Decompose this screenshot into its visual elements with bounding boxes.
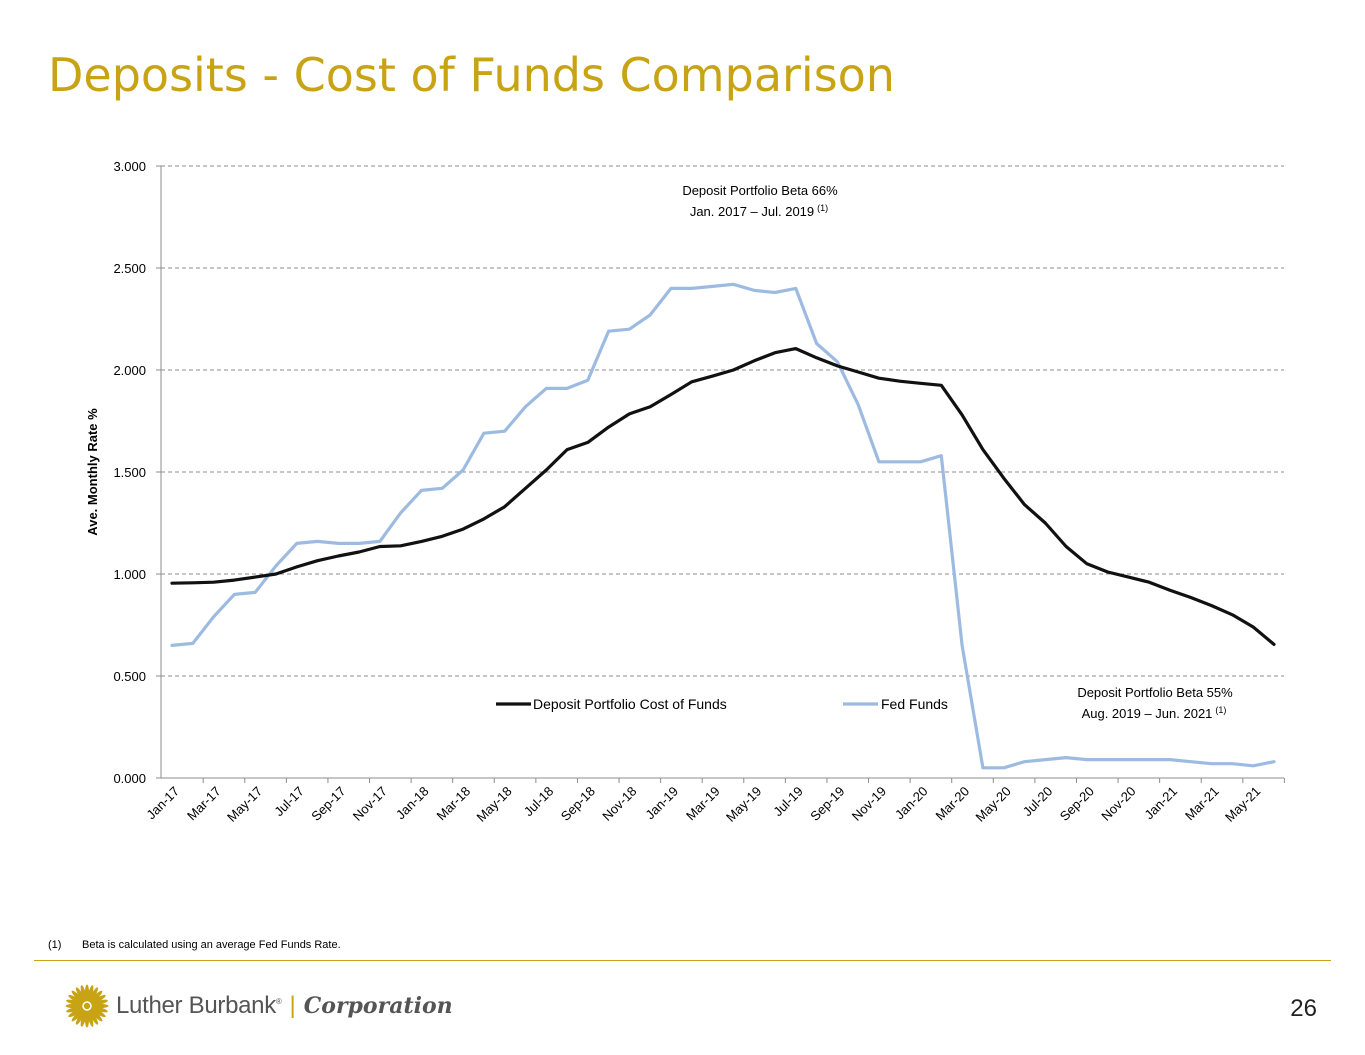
- page-number: 26: [1290, 995, 1317, 1022]
- x-tick-label: Jul-17: [271, 784, 307, 820]
- x-tick-label: May-17: [224, 784, 265, 825]
- logo-corporation: Corporation: [303, 993, 453, 1019]
- x-tick-label: Jul-20: [1020, 784, 1056, 820]
- footnote: (1) Beta is calculated using an average F…: [48, 939, 341, 951]
- series-lines: [170, 282, 1276, 770]
- y-tick-labels: 0.000 0.500 1.000 1.500 2.000 2.500 3.000: [113, 159, 146, 786]
- y-tick-label: 2.000: [113, 363, 146, 378]
- legend: Deposit Portfolio Cost of Funds Fed Funds: [496, 696, 948, 712]
- x-tick-label: Sep-17: [308, 784, 348, 824]
- x-tick-label: Jan-21: [1141, 784, 1180, 823]
- sunburst-petal: [87, 1010, 94, 1027]
- sunburst-petal: [75, 987, 86, 1003]
- y-tick-label: 0.000: [113, 771, 146, 786]
- x-tick-label: Jul-18: [521, 784, 557, 820]
- sunburst-petal: [71, 990, 84, 1003]
- sunburst-petal: [91, 1006, 108, 1013]
- legend-label: Deposit Portfolio Cost of Funds: [533, 696, 727, 712]
- x-tick-label: Mar-21: [1182, 784, 1222, 824]
- x-tick-label: May-19: [723, 784, 764, 825]
- x-tick-label: Mar-18: [433, 784, 473, 824]
- annotation-footnote-ref: (1): [1215, 705, 1226, 715]
- y-tick-label: 0.500: [113, 669, 146, 684]
- annotations: Deposit Portfolio Beta 66% Jan. 2017 – Ju…: [682, 183, 1233, 721]
- y-tick-label: 2.500: [113, 261, 146, 276]
- x-tick-label: Jan-19: [642, 784, 681, 823]
- legend-label: Fed Funds: [881, 696, 948, 712]
- sunburst-petal: [88, 1009, 99, 1025]
- series-line-deposit-portfolio-cost-of-funds: [170, 347, 1276, 647]
- x-tick-label: Nov-17: [350, 784, 390, 824]
- sunburst-logo-icon: [65, 984, 109, 1028]
- x-tick-label: May-21: [1222, 784, 1263, 825]
- axes: [160, 166, 1284, 779]
- x-tick-label: Mar-17: [184, 784, 224, 824]
- x-tick-label: Jan-17: [143, 784, 182, 823]
- sunburst-petal: [66, 999, 83, 1006]
- sunburst-petal: [87, 985, 94, 1002]
- chart: 0.000 0.500 1.000 1.500 2.000 2.500 3.000 Jan-…: [85, 159, 1285, 825]
- x-tick-label: Nov-18: [599, 784, 639, 824]
- footnote-marker: (1): [48, 939, 62, 951]
- sunburst-petal: [68, 994, 84, 1005]
- annotation-title: Deposit Portfolio Beta 55%: [1077, 685, 1233, 700]
- x-tick-label: Mar-20: [933, 784, 973, 824]
- annotation-title: Deposit Portfolio Beta 66%: [682, 183, 838, 198]
- y-axis-label: Ave. Monthly Rate %: [85, 408, 100, 536]
- annotation-period: Jan. 2017 – Jul. 2019: [690, 204, 814, 219]
- sunburst-petal: [91, 999, 108, 1006]
- x-tick-label: Nov-19: [849, 784, 889, 824]
- sunburst-petal: [90, 990, 103, 1003]
- logo-name: Luther Burbank®: [116, 992, 282, 1019]
- sunburst-center: [83, 1002, 91, 1010]
- sunburst-petal: [68, 1007, 84, 1018]
- x-tick-labels: Jan-17 Mar-17 May-17 Jul-17 Sep-17 Nov-17 Jan-…: [143, 778, 1285, 825]
- logo-separator: |: [289, 992, 296, 1019]
- series-line-fed-funds: [170, 282, 1276, 770]
- sunburst-petal: [90, 1007, 106, 1018]
- sunburst-petal: [90, 1009, 103, 1022]
- sunburst-petal: [75, 1009, 86, 1025]
- x-tick-label: Mar-19: [683, 784, 723, 824]
- y-tick-label: 3.000: [113, 159, 146, 174]
- sunburst-petal: [80, 1010, 87, 1027]
- sunburst-petal: [66, 1006, 83, 1013]
- grid-lines: [156, 165, 1284, 779]
- footnote-text: Beta is calculated using an average Fed …: [82, 939, 341, 951]
- footer-divider: [34, 960, 1331, 961]
- y-tick-label: 1.000: [113, 567, 146, 582]
- x-tick-label: Jan-20: [892, 784, 931, 823]
- sunburst-petal: [80, 985, 87, 1002]
- x-tick-label: Sep-20: [1057, 784, 1097, 824]
- sunburst-petal: [90, 994, 106, 1005]
- y-tick-label: 1.500: [113, 465, 146, 480]
- x-tick-label: Sep-19: [807, 784, 847, 824]
- sunburst-petal: [88, 987, 99, 1003]
- annotation-period: Aug. 2019 – Jun. 2021: [1082, 706, 1213, 721]
- x-tick-label: Jul-19: [770, 784, 806, 820]
- x-tick-label: May-18: [474, 784, 515, 825]
- page-title: Deposits - Cost of Funds Comparison: [48, 48, 895, 102]
- company-logo: Luther Burbank® | Corporation: [64, 982, 453, 1030]
- x-tick-label: Nov-20: [1098, 784, 1138, 824]
- annotation-footnote-ref: (1): [817, 203, 828, 213]
- x-tick-label: May-20: [973, 784, 1014, 825]
- sunburst-petal: [71, 1009, 84, 1022]
- x-tick-label: Jan-18: [393, 784, 432, 823]
- x-tick-label: Sep-18: [558, 784, 598, 824]
